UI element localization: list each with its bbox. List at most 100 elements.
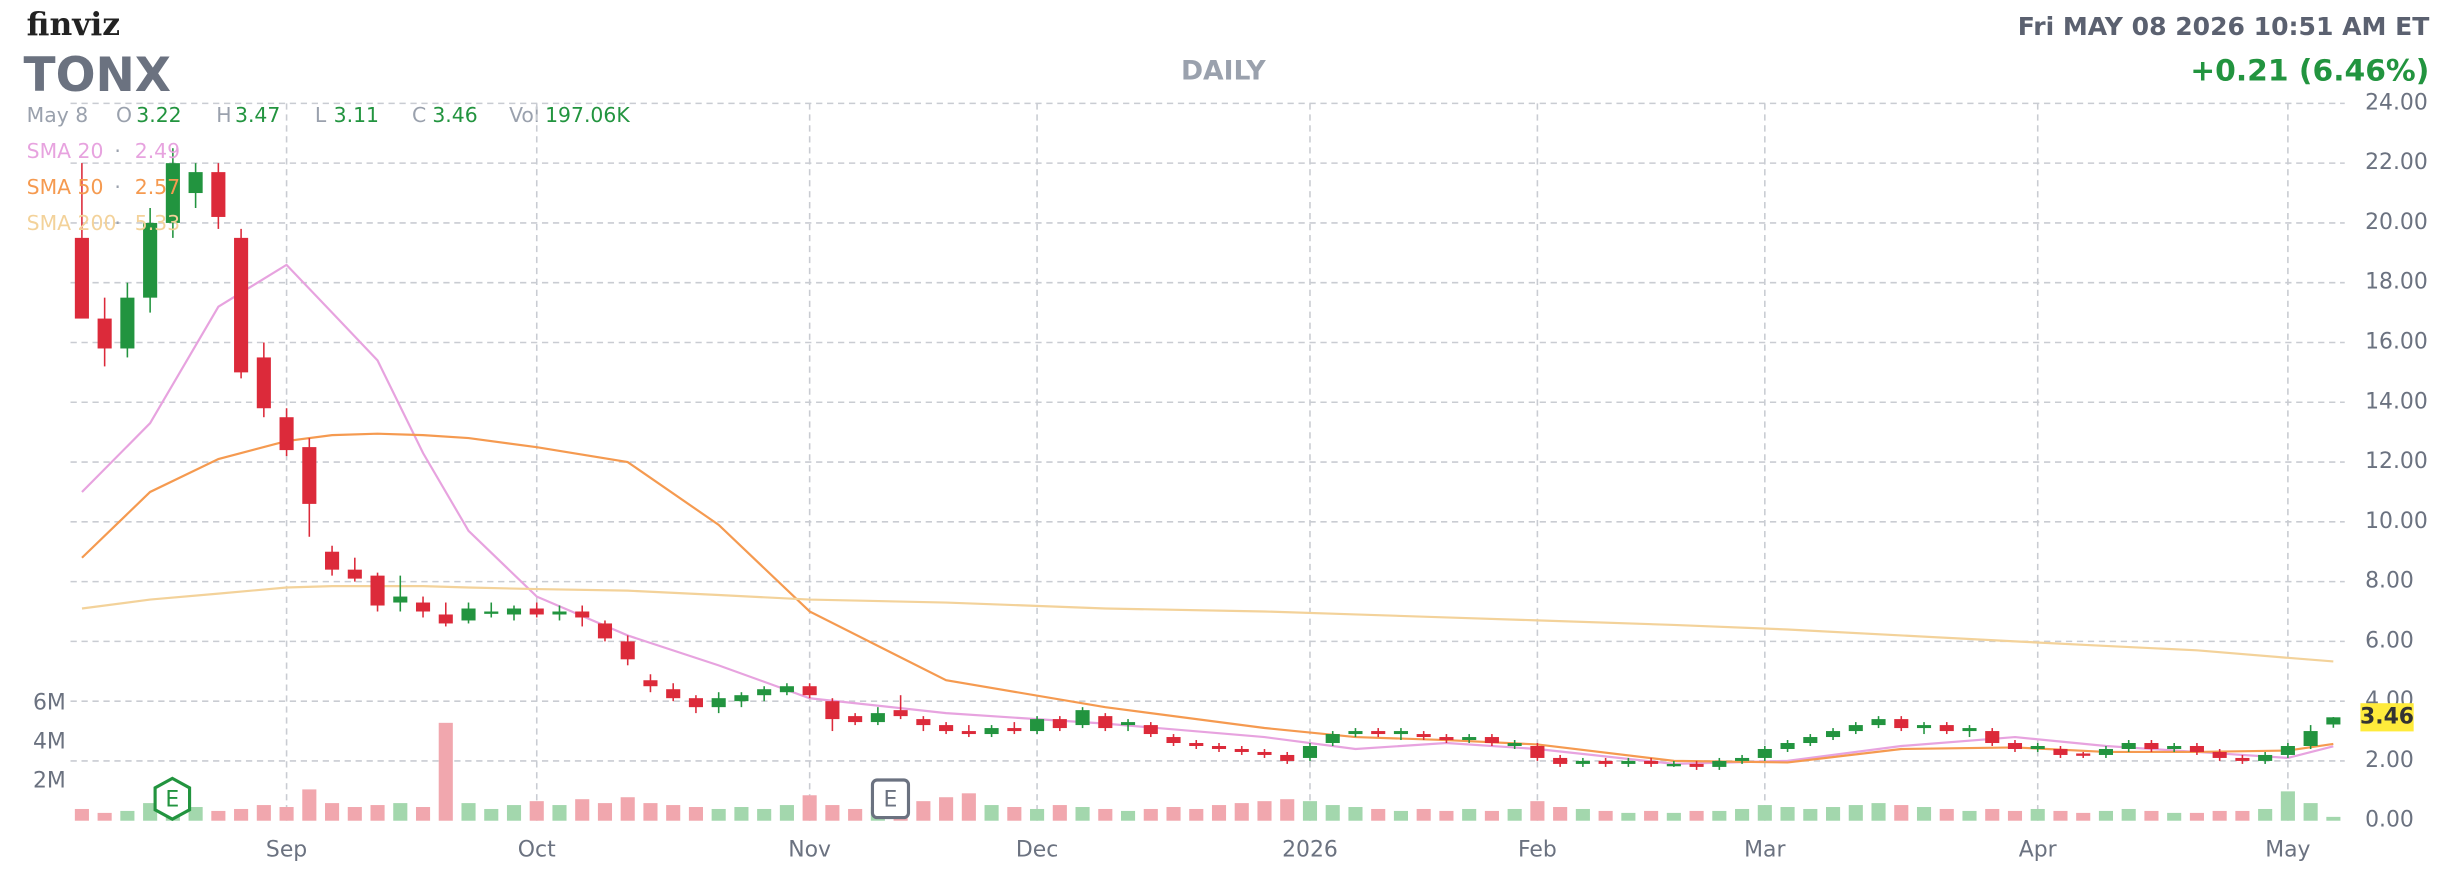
volume-bar [552,805,567,821]
volume-bar [1916,807,1932,821]
candle-body [1166,737,1181,744]
sma-line [81,432,2334,764]
volume-bar [597,803,613,821]
candle-body [120,297,135,349]
volume-bar [939,797,954,821]
candle-body [165,163,180,223]
y-tick-label: 24.00 [2365,90,2428,115]
volume-bar [1302,801,1318,821]
candle-body [1848,725,1863,732]
volume-bar [1598,810,1613,821]
y-tick-label: 18.00 [2365,270,2428,295]
volume-bar [506,805,522,821]
volume-bar [2076,812,2091,821]
volume-bar [1325,805,1340,821]
volume-tick-label: 4M [33,729,66,754]
candle-body [1075,710,1090,726]
info-value: 3.46 [432,103,477,127]
volume-bar [1621,812,1636,821]
volume-bar [2121,808,2136,821]
volume-bar [461,803,476,821]
axis-labels: 0.002.004.006.008.0010.0012.0014.0016.00… [33,90,2428,862]
candle-body [2189,745,2204,752]
candle-body [393,596,408,603]
volume-bar [1462,808,1477,821]
volume-bar [1098,808,1113,821]
candle-body [552,611,567,615]
volume-bar [1644,810,1659,821]
volume-bar [1234,803,1249,821]
candle-body [1030,719,1045,732]
candle-body [688,698,703,708]
candle-body [529,608,544,615]
info-label: C [412,103,426,127]
volume-bar [825,805,840,821]
earnings-marker: E [153,776,192,821]
volume-bar [1712,810,1727,821]
candle-body [2235,757,2250,761]
candle-body [143,222,158,298]
volume-bar [1939,808,1954,821]
volume-bar [1416,808,1431,821]
info-date: May 8 [27,103,89,127]
legend-name: SMA 50 [27,175,104,199]
x-tick-label: 2026 [1282,837,1338,862]
candle-body [2258,754,2273,761]
candle-body [1575,760,1590,764]
info-label: O [116,103,132,127]
candle-body [2280,745,2295,755]
candle-body [939,725,954,732]
candle-body [1302,745,1318,758]
volume-bar [1848,805,1863,821]
volume-bar [97,812,112,821]
volume-bar [779,805,794,821]
info-value: 197.06K [545,103,630,127]
volume-bar [1007,807,1022,821]
candle-body [1462,737,1477,741]
candle-body [1484,737,1499,744]
x-tick-label: Nov [788,837,831,862]
volume-bar [2030,808,2045,821]
volume-bar [984,805,999,821]
candle-body [484,611,499,614]
volume-bar [1666,812,1681,821]
legend-separator: · [114,139,120,163]
volume-bar [1507,808,1522,821]
candle-body [1666,763,1681,767]
candle-body [2303,731,2318,746]
y-tick-label: 6.00 [2365,628,2414,653]
volume-bar [415,807,431,821]
volume-bar [1735,808,1750,821]
volume-bar [1484,810,1499,821]
candle-body [2326,717,2341,725]
candle-body [506,608,522,615]
volume-bar [1120,810,1136,821]
legend-value: 5.33 [135,211,180,235]
volume-bar [1757,805,1772,821]
candle-body [1052,719,1067,729]
legend-separator: · [114,211,120,235]
candle-body [2144,743,2159,749]
earnings-label: E [884,787,898,812]
volume-bar [2235,810,2250,821]
volume-bar [688,807,703,821]
volume-bar [1348,807,1363,821]
y-tick-label: 2.00 [2365,748,2414,773]
volume-bar [188,807,203,821]
volume-bar [802,795,817,821]
y-tick-label: 16.00 [2365,329,2428,354]
candle-body [1371,731,1386,735]
candle-body [1621,760,1636,764]
volume-bar [2212,810,2227,821]
volume-bar [325,803,340,821]
volume-bar [757,808,772,821]
candle-body [1143,725,1158,735]
candle-body [97,318,112,349]
volume-bar [734,807,749,821]
candle-body [848,716,863,723]
candle-body [302,447,317,504]
candle-body [2053,748,2068,755]
candle-body [1735,757,1750,761]
volume-bar [1803,808,1818,821]
candle-body [1189,743,1204,746]
